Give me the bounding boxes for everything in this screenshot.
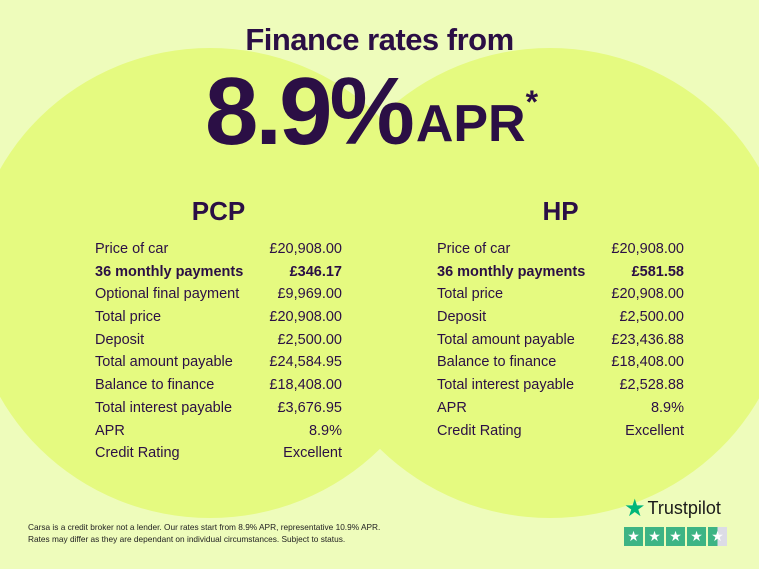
- star-icon: ★: [645, 527, 664, 546]
- row-label: 36 monthly payments: [437, 263, 586, 280]
- rate-suffix: APR*: [415, 84, 538, 153]
- row-value: £581.58: [631, 263, 684, 280]
- row-label: APR: [95, 422, 125, 439]
- row-label: Deposit: [95, 331, 145, 348]
- background-circle-right: [310, 48, 759, 518]
- row-label: Deposit: [437, 309, 487, 326]
- table-row: Total amount payable £23,436.88: [437, 329, 684, 352]
- row-value: 8.9%: [308, 422, 342, 439]
- row-value: £9,969.00: [277, 286, 342, 303]
- hp-title: HP: [542, 196, 579, 226]
- asterisk: *: [525, 84, 539, 120]
- apr-label: APR: [415, 95, 526, 153]
- row-value: Excellent: [625, 422, 684, 439]
- disclaimer-line-1: Carsa is a credit broker not a lender. O…: [28, 522, 381, 532]
- table-row: Credit Rating Excellent: [95, 442, 342, 465]
- row-label: 36 monthly payments: [95, 263, 244, 280]
- table-row: Total price £20,908.00: [95, 306, 342, 329]
- table-row: Total amount payable £24,584.95: [95, 351, 342, 374]
- trustpilot-badge[interactable]: ★ Trustpilot ★ ★ ★ ★ ★: [624, 494, 727, 546]
- table-row: Price of car £20,908.00: [437, 238, 684, 261]
- table-row: Total interest payable £3,676.95: [95, 397, 342, 420]
- row-value: £2,500.00: [277, 331, 342, 348]
- row-value: £18,408.00: [269, 377, 342, 394]
- star-icon: ★: [624, 527, 643, 546]
- row-label: Optional final payment: [95, 286, 240, 303]
- row-label: Balance to finance: [437, 354, 557, 371]
- row-value: £2,528.88: [619, 377, 684, 394]
- row-value: £20,908.00: [269, 241, 342, 257]
- trustpilot-star-icon: ★: [624, 495, 646, 522]
- table-row: 36 monthly payments £581.58: [437, 261, 684, 284]
- row-value: £20,908.00: [611, 286, 684, 303]
- pcp-title: PCP: [191, 196, 246, 226]
- row-label: Price of car: [95, 241, 169, 257]
- table-row: 36 monthly payments £346.17: [95, 261, 342, 284]
- disclaimer: Carsa is a credit broker not a lender. O…: [28, 521, 380, 545]
- row-value: Excellent: [283, 445, 342, 462]
- star-icon: ★: [687, 527, 706, 546]
- pcp-panel: PCP Price of car £20,908.00 36 monthly pay…: [95, 196, 342, 465]
- table-row: APR 8.9%: [437, 397, 684, 420]
- table-row: Balance to finance £18,408.00: [95, 374, 342, 397]
- row-value: £23,436.88: [611, 331, 684, 348]
- table-row: Optional final payment £9,969.00: [95, 283, 342, 306]
- rate-display: 8.9% APR*: [205, 64, 538, 160]
- row-value: £18,408.00: [611, 354, 684, 371]
- table-row: Total interest payable £2,528.88: [437, 374, 684, 397]
- table-row: Balance to finance £18,408.00: [437, 351, 684, 374]
- table-row: Total price £20,908.00: [437, 283, 684, 306]
- row-label: Credit Rating: [437, 422, 522, 439]
- row-value: £2,500.00: [619, 309, 684, 326]
- table-row: Deposit £2,500.00: [437, 306, 684, 329]
- disclaimer-line-2: Rates may differ as they are dependant o…: [28, 534, 346, 544]
- rate-value: 8.9%: [205, 58, 415, 165]
- row-label: Total interest payable: [437, 377, 575, 394]
- row-label: Total interest payable: [95, 399, 233, 416]
- trustpilot-rating: ★ ★ ★ ★ ★: [624, 527, 727, 546]
- row-value: £346.17: [289, 263, 342, 280]
- hp-panel: HP Price of car £20,908.00 36 monthly paym…: [437, 196, 684, 442]
- row-label: Credit Rating: [95, 445, 180, 462]
- table-row: Deposit £2,500.00: [95, 329, 342, 352]
- star-icon: ★: [708, 527, 727, 546]
- table-row: Price of car £20,908.00: [95, 238, 342, 261]
- table-row: APR 8.9%: [95, 420, 342, 443]
- table-row: Credit Rating Excellent: [437, 420, 684, 443]
- row-value: £3,676.95: [277, 399, 342, 416]
- star-icon: ★: [666, 527, 685, 546]
- row-value: £24,584.95: [269, 354, 342, 371]
- hp-rows: Price of car £20,908.00 36 monthly payment…: [437, 238, 684, 442]
- row-label: Balance to finance: [95, 377, 215, 394]
- row-label: Total price: [95, 309, 162, 326]
- row-label: APR: [437, 399, 467, 416]
- row-label: Total amount payable: [437, 331, 575, 348]
- pcp-rows: Price of car £20,908.00 36 monthly payment…: [95, 238, 342, 465]
- row-value: 8.9%: [650, 399, 684, 416]
- row-label: Price of car: [437, 241, 511, 257]
- row-value: £20,908.00: [269, 309, 342, 326]
- trustpilot-name: Trustpilot: [647, 498, 721, 518]
- row-label: Total price: [437, 286, 504, 303]
- row-label: Total amount payable: [95, 354, 233, 371]
- headline: Finance rates from: [245, 22, 514, 57]
- row-value: £20,908.00: [611, 241, 684, 257]
